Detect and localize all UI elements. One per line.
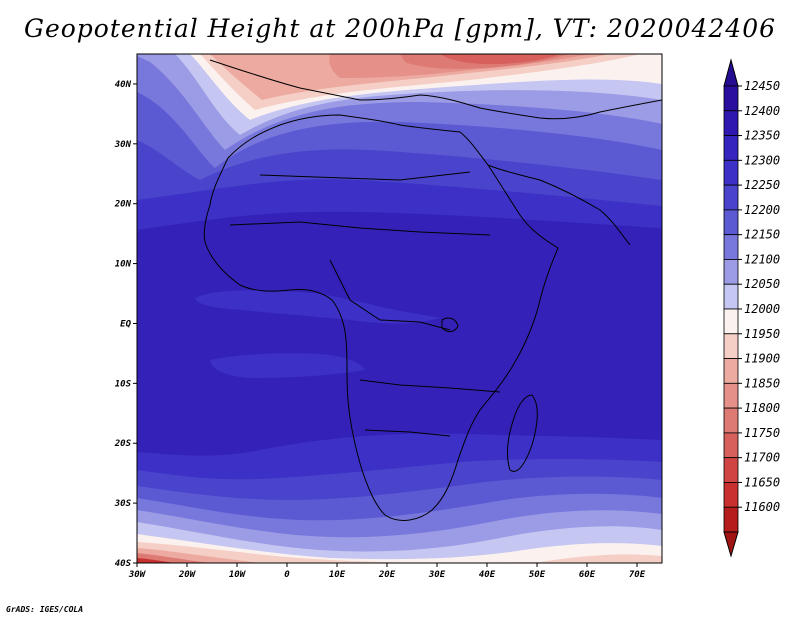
colorbar-label: 12050 <box>744 277 780 291</box>
geopotential-height-field <box>137 54 662 563</box>
madagascar-coastline <box>506 394 538 472</box>
colorbar-swatch <box>723 333 739 359</box>
lon-tick-label: 0 <box>284 570 290 580</box>
plot-frame <box>136 53 663 564</box>
south-band-11 <box>137 558 175 563</box>
colorbar-label: 11750 <box>744 426 780 440</box>
coastlines <box>203 59 662 521</box>
colorbar-swatch <box>723 506 739 533</box>
colorbar-label: 12450 <box>744 79 780 93</box>
lat-tick-label: 30N <box>114 140 132 150</box>
lat-tick-label: 20S <box>114 439 132 449</box>
lon-tick-label: 20E <box>378 570 396 580</box>
colorbar-swatch <box>723 110 739 136</box>
colorbar-top-arrow <box>723 58 739 87</box>
south-atlantic-patch <box>210 353 365 378</box>
border-sahel <box>229 221 491 236</box>
equatorial-patch <box>195 290 440 324</box>
colorbar: 12450 12400 12350 12300 12250 12200 12150 12100… <box>723 58 780 558</box>
lon-tick-label: 10E <box>329 570 346 580</box>
border-south <box>359 379 501 393</box>
colorbar-label: 12250 <box>744 178 780 192</box>
lat-tick-label: 40N <box>115 80 132 90</box>
grads-credit: GrADS: IGES/COLA <box>6 605 84 614</box>
africa-coastline <box>203 114 559 521</box>
colorbar-swatch <box>723 209 739 236</box>
colorbar-label: 12400 <box>744 104 780 118</box>
lon-tick-label: 60E <box>579 570 596 580</box>
map-title: Geopotential Height at 200hPa [gpm], VT:… <box>23 14 777 43</box>
colorbar-swatch <box>723 358 739 384</box>
longitude-axis: 30W 20W 10W 0 10E 20E 30E 40E 50E 60E 70E <box>128 563 646 580</box>
colorbar-label: 11650 <box>744 475 780 489</box>
europe-coast <box>209 59 662 120</box>
lon-tick-label: 50E <box>529 570 546 580</box>
lake-victoria <box>441 317 459 333</box>
lat-tick-label: EQ <box>120 319 131 329</box>
colorbar-label: 12150 <box>744 228 780 242</box>
colorbar-bottom-arrow <box>723 531 739 558</box>
north-band-12 <box>440 54 560 64</box>
colorbar-label: 12350 <box>744 129 780 143</box>
colorbar-label: 11600 <box>744 500 780 514</box>
colorbar-label: 12200 <box>744 203 780 217</box>
colorbar-label: 11850 <box>744 376 780 390</box>
colorbar-label: 11700 <box>744 451 780 465</box>
colorbar-swatch <box>723 407 739 434</box>
colorbar-label: 12000 <box>744 302 780 316</box>
colorbar-swatch <box>723 184 739 211</box>
lon-tick-label: 10W <box>229 570 247 580</box>
south-band-8 <box>137 542 662 563</box>
latitude-axis: 40N 30N 20N 10N EQ 10S 20S 30S 40S <box>114 80 137 569</box>
lon-tick-label: 30E <box>428 570 446 580</box>
border-southern <box>364 429 451 437</box>
colorbar-label: 11950 <box>744 327 780 341</box>
colorbar-swatch <box>723 432 739 459</box>
lon-tick-label: 70E <box>629 570 646 580</box>
border-central <box>329 259 451 331</box>
lat-tick-label: 20N <box>114 200 132 210</box>
colorbar-swatch <box>723 457 739 483</box>
colorbar-swatch <box>723 234 739 260</box>
lat-tick-label: 10S <box>115 379 132 389</box>
colorbar-label: 12300 <box>744 153 780 167</box>
colorbar-swatch <box>723 135 739 161</box>
colorbar-swatch <box>723 283 739 310</box>
colorbar-label: 12100 <box>744 252 780 266</box>
colorbar-swatch <box>723 482 739 508</box>
lon-tick-label: 40E <box>479 570 496 580</box>
lat-tick-label: 30S <box>114 499 132 509</box>
colorbar-swatch <box>723 382 739 409</box>
lat-tick-label: 10N <box>115 260 132 270</box>
colorbar-swatch <box>723 308 739 335</box>
colorbar-swatch <box>723 159 739 186</box>
colorbar-swatch <box>723 259 739 285</box>
colorbar-swatch <box>723 85 739 112</box>
lon-tick-label: 30W <box>128 570 147 580</box>
lon-tick-label: 20W <box>178 570 197 580</box>
colorbar-label: 11900 <box>744 352 780 366</box>
colorbar-label: 11800 <box>744 401 780 415</box>
lat-tick-label: 40S <box>115 559 132 569</box>
arabia-coast <box>487 164 631 246</box>
border-north <box>259 171 471 181</box>
